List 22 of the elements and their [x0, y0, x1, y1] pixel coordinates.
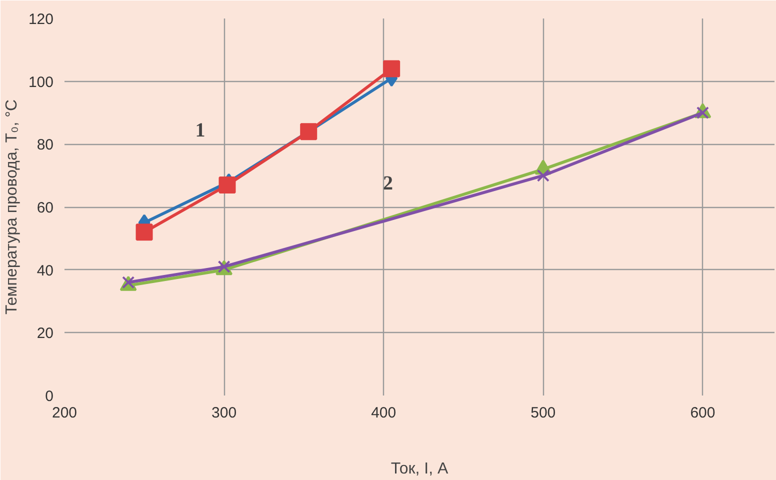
- x-axis-title: Ток, I, А: [390, 460, 448, 478]
- x-tick-label: 300: [212, 404, 237, 422]
- annotation: 1: [195, 120, 206, 142]
- y-tick-label: 40: [36, 262, 54, 280]
- point: [218, 176, 236, 194]
- point: [536, 169, 550, 182]
- y-tick-label: 100: [28, 74, 54, 91]
- point: [300, 123, 318, 140]
- x-tick-label: 600: [690, 404, 716, 422]
- point: [696, 106, 710, 120]
- point: [136, 224, 153, 241]
- y-tick-label: 20: [36, 325, 54, 342]
- annotation: 2: [383, 172, 394, 194]
- y-tick-label: 120: [28, 11, 54, 28]
- y-axis-title: Температура провода, T₀, °C: [3, 99, 20, 315]
- y-tick-label: 60: [36, 200, 54, 216]
- point: [383, 60, 400, 78]
- x-tick-label: 200: [52, 404, 78, 422]
- y-tick-label: 0: [45, 388, 54, 405]
- x-tick-label: 400: [371, 404, 396, 422]
- x-tick-label: 500: [530, 404, 556, 422]
- y-tick-label: 80: [36, 136, 54, 154]
